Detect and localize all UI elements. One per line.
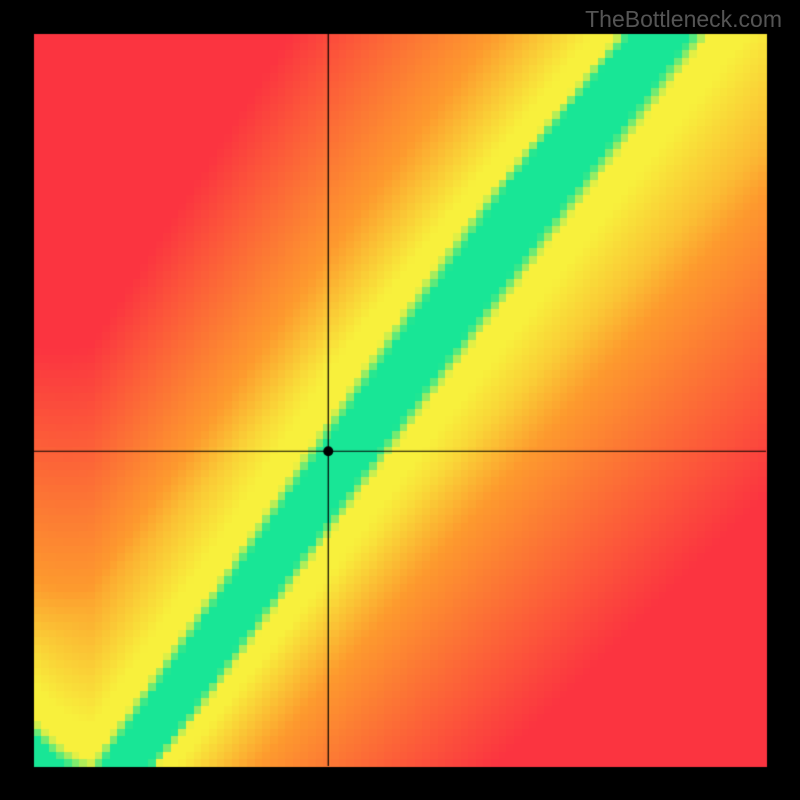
- watermark-text: TheBottleneck.com: [585, 6, 782, 33]
- bottleneck-heatmap-canvas: [0, 0, 800, 800]
- chart-container: TheBottleneck.com: [0, 0, 800, 800]
